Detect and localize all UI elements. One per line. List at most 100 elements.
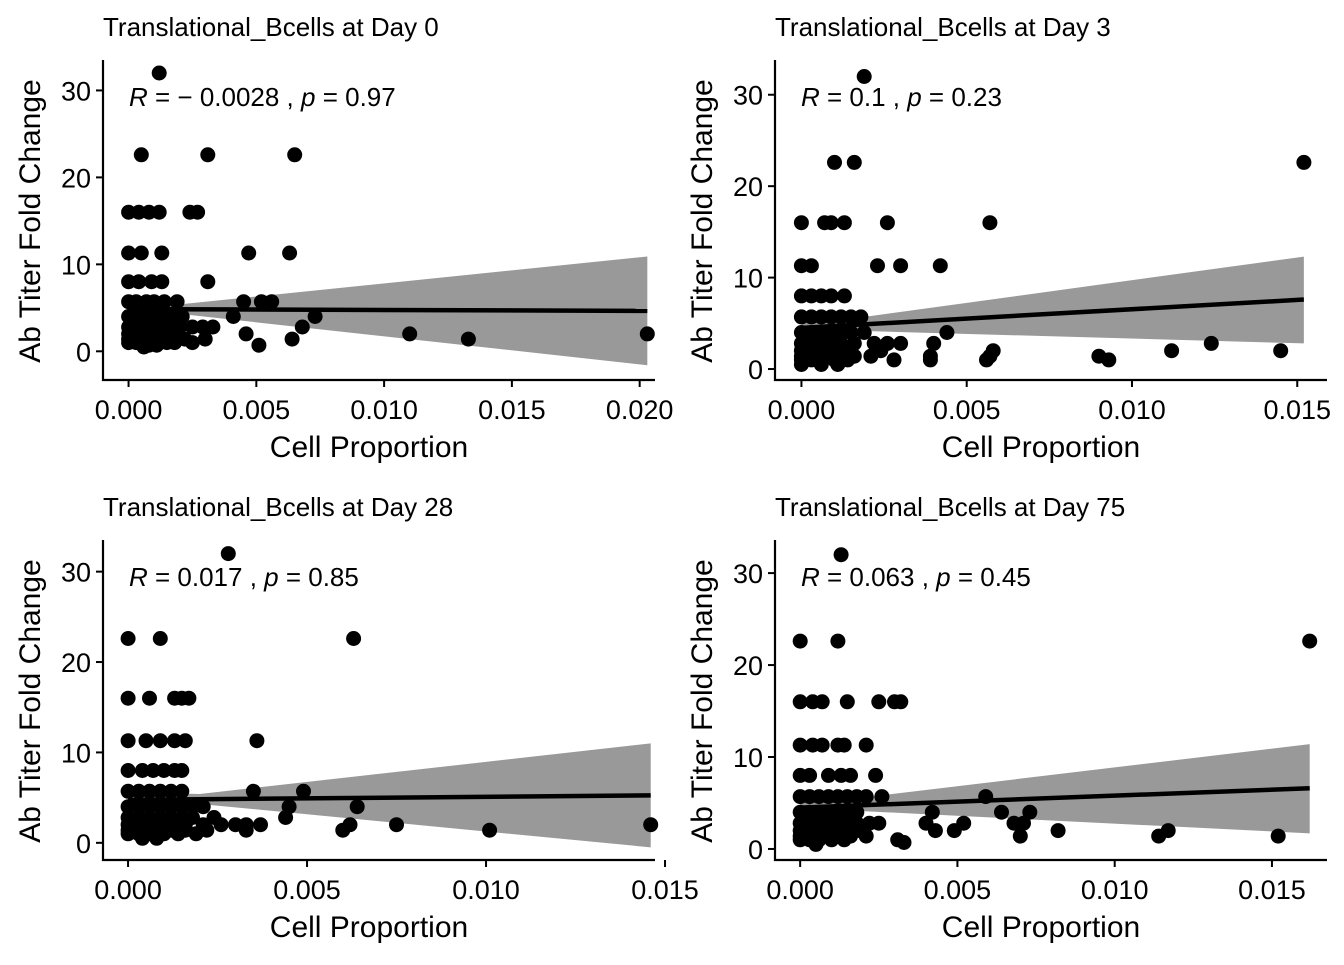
- data-point: [1050, 823, 1066, 839]
- y-tick-label: 30: [61, 558, 91, 588]
- p-symbol: p: [906, 82, 929, 112]
- p-value: = 0.97: [323, 82, 396, 112]
- data-point: [213, 817, 229, 833]
- data-point: [284, 331, 300, 347]
- x-tick-label: 0.010: [452, 875, 520, 905]
- data-point: [982, 215, 998, 231]
- x-axis-title: Cell Proportion: [942, 911, 1140, 944]
- data-point: [200, 274, 216, 290]
- correlation-annotation: R = 0.1 , p = 0.23: [801, 82, 1002, 112]
- x-tick-label: 0.010: [1081, 875, 1149, 905]
- data-point: [131, 274, 147, 290]
- data-point: [871, 815, 887, 831]
- data-point: [238, 822, 254, 838]
- y-tick-label: 0: [76, 337, 91, 367]
- x-tick-label: 0.000: [766, 875, 834, 905]
- data-point: [482, 822, 498, 838]
- data-point: [871, 694, 887, 710]
- data-point: [245, 783, 261, 799]
- data-point: [133, 245, 149, 261]
- data-point: [858, 789, 874, 805]
- x-tick-label: 0.010: [350, 395, 418, 425]
- data-point: [827, 154, 842, 170]
- data-point: [813, 357, 829, 372]
- y-tick-label: 10: [61, 250, 91, 280]
- r-symbol: R: [801, 82, 827, 112]
- x-tick-label: 0.005: [924, 875, 992, 905]
- data-point: [249, 733, 265, 749]
- data-point: [134, 763, 150, 778]
- y-axis-title: Ab Titer Fold Change: [14, 79, 47, 363]
- r-value: = 0.063 ,: [827, 562, 936, 592]
- data-point: [184, 319, 200, 335]
- y-tick-label: 0: [76, 829, 91, 859]
- data-point: [808, 836, 824, 852]
- data-point: [163, 799, 179, 815]
- data-point: [814, 737, 830, 753]
- data-point: [174, 783, 190, 799]
- x-tick-label: 0.015: [478, 395, 546, 425]
- data-point: [142, 783, 157, 799]
- data-point: [296, 783, 311, 799]
- data-point: [236, 294, 252, 310]
- x-tick-label: 0.005: [223, 395, 291, 425]
- data-point: [830, 357, 846, 372]
- data-point: [156, 763, 172, 778]
- data-point: [149, 830, 165, 846]
- data-point: [1022, 804, 1038, 820]
- data-point: [220, 546, 236, 562]
- data-point: [858, 828, 874, 844]
- x-axis-title: Cell Proportion: [942, 431, 1140, 464]
- y-tick-label: 20: [733, 651, 763, 681]
- data-point: [294, 319, 310, 335]
- data-point: [792, 737, 808, 753]
- p-symbol: p: [300, 82, 323, 112]
- data-point: [1012, 828, 1028, 844]
- y-axis-title: Ab Titer Fold Change: [686, 79, 719, 363]
- data-point: [839, 694, 855, 710]
- r-value: = − 0.0028 ,: [155, 82, 301, 112]
- data-point: [793, 215, 809, 231]
- data-point: [287, 147, 303, 163]
- data-point: [1296, 154, 1312, 170]
- data-point: [154, 245, 170, 261]
- data-point: [200, 147, 216, 163]
- points: [120, 546, 659, 846]
- data-point: [1302, 633, 1318, 649]
- r-value: = 0.017 ,: [155, 562, 264, 592]
- data-point: [120, 763, 136, 778]
- data-point: [154, 274, 170, 290]
- panel-title: Translational_Bcells at Day 3: [775, 12, 1111, 42]
- data-point: [926, 335, 942, 351]
- data-point: [836, 288, 852, 304]
- panel-0: Translational_Bcells at Day 0 0.000 0.005 0…: [14, 12, 673, 464]
- panel-1: Translational_Bcells at Day 3 0.000 0.005 0…: [686, 12, 1331, 464]
- y-tick-label: 30: [61, 76, 91, 106]
- x-tick-label: 0.005: [273, 875, 341, 905]
- x-tick-label: 0.005: [933, 395, 1001, 425]
- data-point: [152, 733, 168, 749]
- data-point: [868, 767, 884, 783]
- data-point: [152, 631, 168, 646]
- p-value: = 0.23: [929, 82, 1002, 112]
- data-point: [190, 204, 206, 220]
- x-tick-label: 0.015: [1263, 395, 1331, 425]
- x-tick-label: 0.010: [1098, 395, 1166, 425]
- data-point: [120, 783, 136, 799]
- r-symbol: R: [801, 562, 827, 592]
- data-point: [163, 783, 179, 799]
- x-tick-label: 0.000: [95, 395, 163, 425]
- data-point: [821, 767, 836, 783]
- data-point: [195, 799, 211, 815]
- x-tick-label: 0.000: [768, 395, 836, 425]
- regression-line: [128, 793, 651, 803]
- data-point: [836, 737, 852, 753]
- data-point: [120, 631, 136, 646]
- data-point: [879, 215, 895, 231]
- data-point: [253, 817, 268, 833]
- x-tick-label: 0.015: [631, 875, 699, 905]
- data-point: [824, 832, 840, 848]
- x-tick-label: 0.020: [606, 395, 674, 425]
- data-point: [349, 799, 365, 815]
- y-tick-label: 10: [61, 738, 91, 768]
